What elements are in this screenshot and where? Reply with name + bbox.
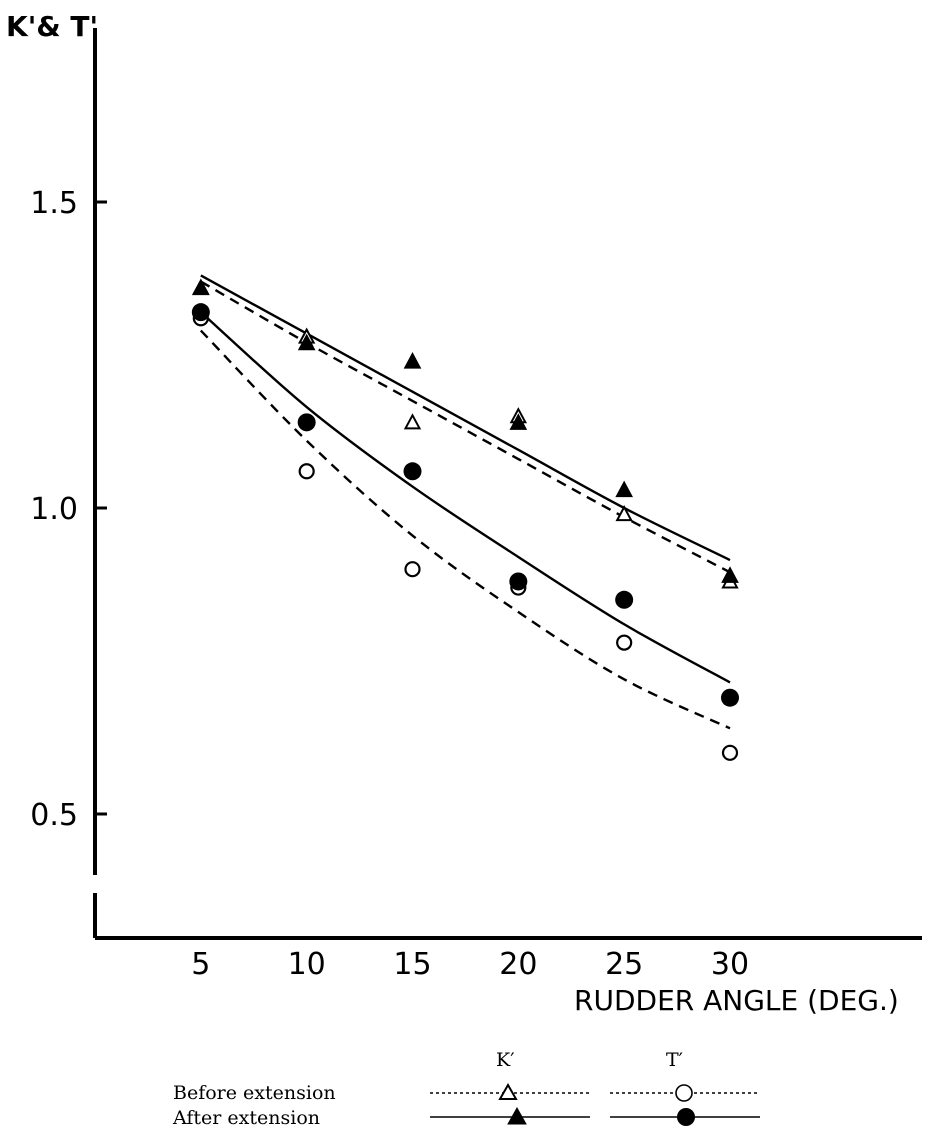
data-point-T_before	[298, 463, 315, 480]
fit-line-K_after	[200, 274, 731, 562]
data-point-T_before	[721, 744, 739, 761]
x-axis-label: RUDDER ANGLE (DEG.)	[574, 984, 899, 1017]
y-tick-label: 1.0	[30, 492, 78, 527]
x-tick-label: 25	[605, 947, 643, 982]
data-point-K_after	[191, 278, 210, 296]
data-point-T_after	[509, 572, 528, 591]
data-point-T_before	[404, 561, 421, 578]
data-point-K_after	[721, 566, 739, 583]
data-point-K_after	[509, 413, 528, 430]
legend-row-label-after: After extension	[172, 1107, 320, 1129]
legend-t-before-marker	[675, 1084, 693, 1102]
x-tick-label: 15	[393, 947, 431, 982]
legend-k-after-marker	[507, 1106, 527, 1125]
data-point-T_after	[191, 303, 210, 322]
x-tick-label: 5	[191, 947, 210, 982]
data-point-T_before	[616, 634, 633, 651]
y-tick-label: 1.5	[30, 186, 78, 221]
data-point-K_after	[403, 352, 422, 369]
legend-k-before-marker	[498, 1082, 518, 1100]
data-point-K_before	[615, 505, 633, 522]
data-point-T_after	[403, 462, 422, 481]
legend-column-label-k: K′	[496, 1049, 515, 1071]
y-axis-label: K'& T'	[6, 10, 98, 43]
fit-line-T_after	[200, 311, 731, 684]
x-tick-label: 10	[288, 947, 326, 982]
fit-line-K_before	[200, 280, 731, 574]
legend-row-label-before: Before extension	[173, 1082, 336, 1104]
legend: K′ T′ Before extension After extension	[172, 1049, 760, 1129]
data-point-T_after	[615, 590, 634, 609]
legend-t-after-marker	[677, 1108, 695, 1126]
x-tick-label: 20	[499, 947, 537, 982]
data-point-K_before	[403, 413, 422, 430]
data-point-T_after	[297, 413, 316, 432]
fit-line-T_before	[199, 329, 731, 730]
data-point-K_after	[297, 333, 316, 351]
y-tick-label: 0.5	[30, 798, 78, 833]
data-point-T_after	[721, 688, 739, 707]
legend-column-label-t: T′	[666, 1049, 683, 1071]
x-tick-label: 30	[711, 947, 749, 982]
data-point-K_after	[615, 480, 634, 498]
